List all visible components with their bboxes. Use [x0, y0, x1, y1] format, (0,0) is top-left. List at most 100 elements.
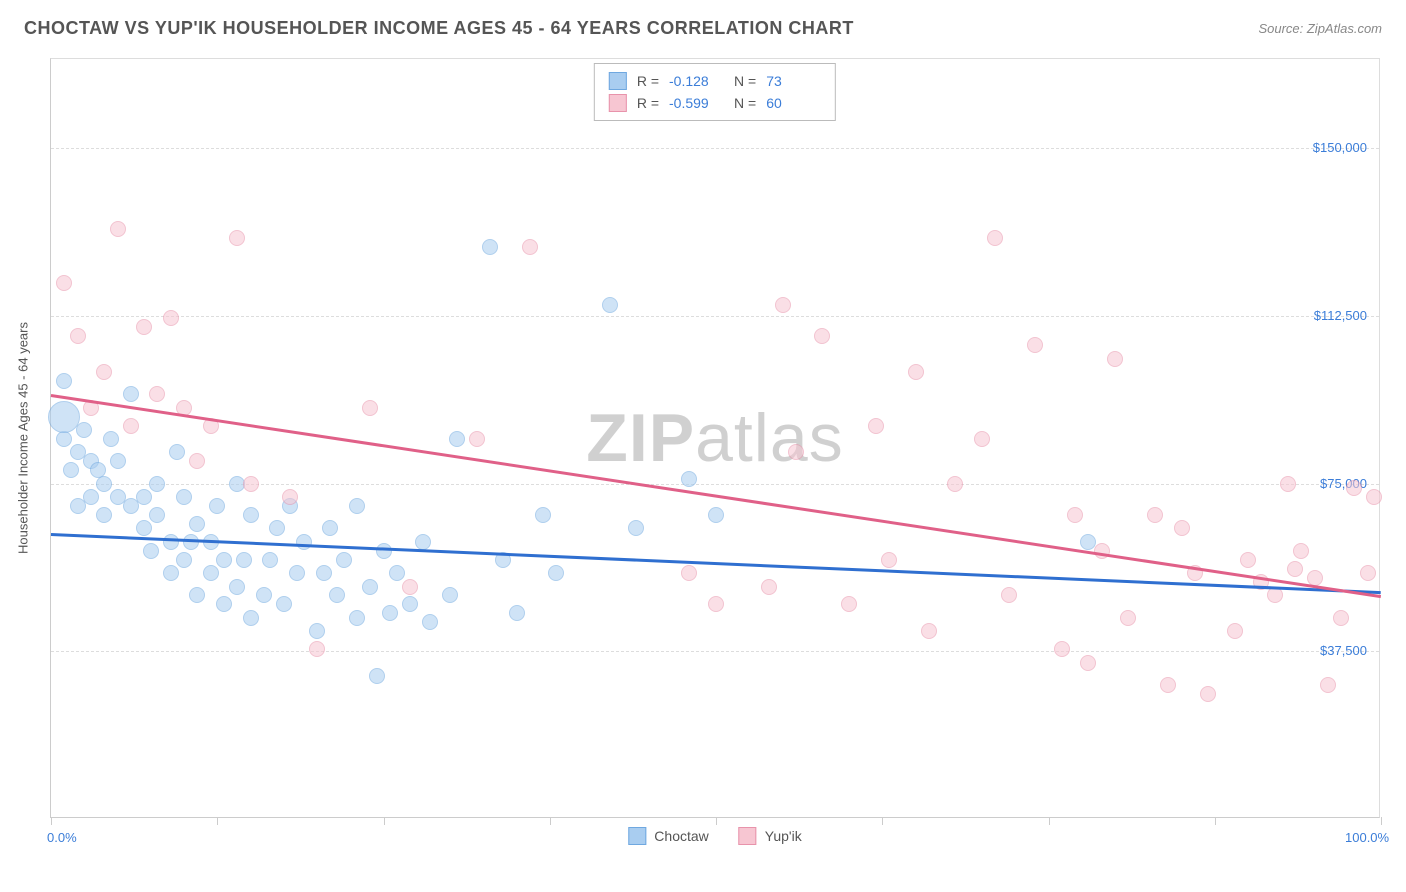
- data-point: [216, 596, 232, 612]
- data-point: [376, 543, 392, 559]
- data-point: [1280, 476, 1296, 492]
- data-point: [143, 543, 159, 559]
- data-point: [243, 610, 259, 626]
- data-point: [189, 516, 205, 532]
- data-point: [189, 587, 205, 603]
- data-point: [56, 275, 72, 291]
- data-point: [123, 386, 139, 402]
- data-point: [1027, 337, 1043, 353]
- data-point: [389, 565, 405, 581]
- data-point: [243, 476, 259, 492]
- x-tick-label: 0.0%: [47, 830, 77, 845]
- n-label: N =: [734, 95, 756, 111]
- data-point: [56, 431, 72, 447]
- legend-label-yupik: Yup'ik: [765, 828, 802, 844]
- data-point: [76, 422, 92, 438]
- data-point: [681, 471, 697, 487]
- data-point: [136, 489, 152, 505]
- data-point: [149, 476, 165, 492]
- r-label: R =: [637, 95, 659, 111]
- data-point: [70, 328, 86, 344]
- data-point: [56, 373, 72, 389]
- data-point: [83, 489, 99, 505]
- gridline: [51, 651, 1379, 652]
- watermark: ZIPatlas: [586, 399, 843, 477]
- data-point: [123, 418, 139, 434]
- data-point: [522, 239, 538, 255]
- data-point: [229, 230, 245, 246]
- data-point: [548, 565, 564, 581]
- data-point: [296, 534, 312, 550]
- source-label: Source: ZipAtlas.com: [1258, 21, 1382, 36]
- data-point: [362, 400, 378, 416]
- data-point: [535, 507, 551, 523]
- gridline: [51, 148, 1379, 149]
- data-point: [176, 552, 192, 568]
- data-point: [236, 552, 252, 568]
- data-point: [243, 507, 259, 523]
- data-point: [1227, 623, 1243, 639]
- data-point: [1147, 507, 1163, 523]
- data-point: [1366, 489, 1382, 505]
- data-point: [1200, 686, 1216, 702]
- n-value-choctaw: 73: [766, 73, 821, 89]
- y-tick-label: $112,500: [1314, 308, 1367, 323]
- swatch-yupik: [739, 827, 757, 845]
- n-label: N =: [734, 73, 756, 89]
- swatch-choctaw: [609, 72, 627, 90]
- y-tick-label: $37,500: [1320, 643, 1367, 658]
- data-point: [149, 386, 165, 402]
- data-point: [908, 364, 924, 380]
- x-tick: [1381, 817, 1382, 825]
- data-point: [316, 565, 332, 581]
- data-point: [96, 476, 112, 492]
- data-point: [708, 507, 724, 523]
- data-point: [1160, 677, 1176, 693]
- n-value-yupik: 60: [766, 95, 821, 111]
- r-value-yupik: -0.599: [669, 95, 724, 111]
- r-label: R =: [637, 73, 659, 89]
- data-point: [136, 319, 152, 335]
- data-point: [422, 614, 438, 630]
- data-point: [881, 552, 897, 568]
- data-point: [1287, 561, 1303, 577]
- data-point: [402, 596, 418, 612]
- data-point: [136, 520, 152, 536]
- data-point: [1174, 520, 1190, 536]
- data-point: [176, 489, 192, 505]
- data-point: [1360, 565, 1376, 581]
- data-point: [841, 596, 857, 612]
- data-point: [402, 579, 418, 595]
- data-point: [921, 623, 937, 639]
- data-point: [1320, 677, 1336, 693]
- scatter-chart: Householder Income Ages 45 - 64 years ZI…: [50, 58, 1380, 818]
- x-tick-label: 100.0%: [1345, 830, 1389, 845]
- y-axis-title: Householder Income Ages 45 - 64 years: [16, 322, 31, 554]
- data-point: [1307, 570, 1323, 586]
- gridline: [51, 316, 1379, 317]
- data-point: [382, 605, 398, 621]
- data-point: [336, 552, 352, 568]
- data-point: [96, 507, 112, 523]
- x-tick: [716, 817, 717, 825]
- data-point: [369, 668, 385, 684]
- data-point: [1267, 587, 1283, 603]
- correlation-stats-box: R = -0.128 N = 73 R = -0.599 N = 60: [594, 63, 836, 121]
- data-point: [110, 221, 126, 237]
- data-point: [209, 498, 225, 514]
- data-point: [289, 565, 305, 581]
- swatch-choctaw: [628, 827, 646, 845]
- r-value-choctaw: -0.128: [669, 73, 724, 89]
- chart-title: CHOCTAW VS YUP'IK HOUSEHOLDER INCOME AGE…: [24, 18, 854, 39]
- data-point: [681, 565, 697, 581]
- x-tick: [1049, 817, 1050, 825]
- data-point: [449, 431, 465, 447]
- data-point: [628, 520, 644, 536]
- y-tick-label: $150,000: [1313, 140, 1367, 155]
- data-point: [761, 579, 777, 595]
- data-point: [442, 587, 458, 603]
- data-point: [163, 565, 179, 581]
- data-point: [947, 476, 963, 492]
- data-point: [1054, 641, 1070, 657]
- data-point: [1067, 507, 1083, 523]
